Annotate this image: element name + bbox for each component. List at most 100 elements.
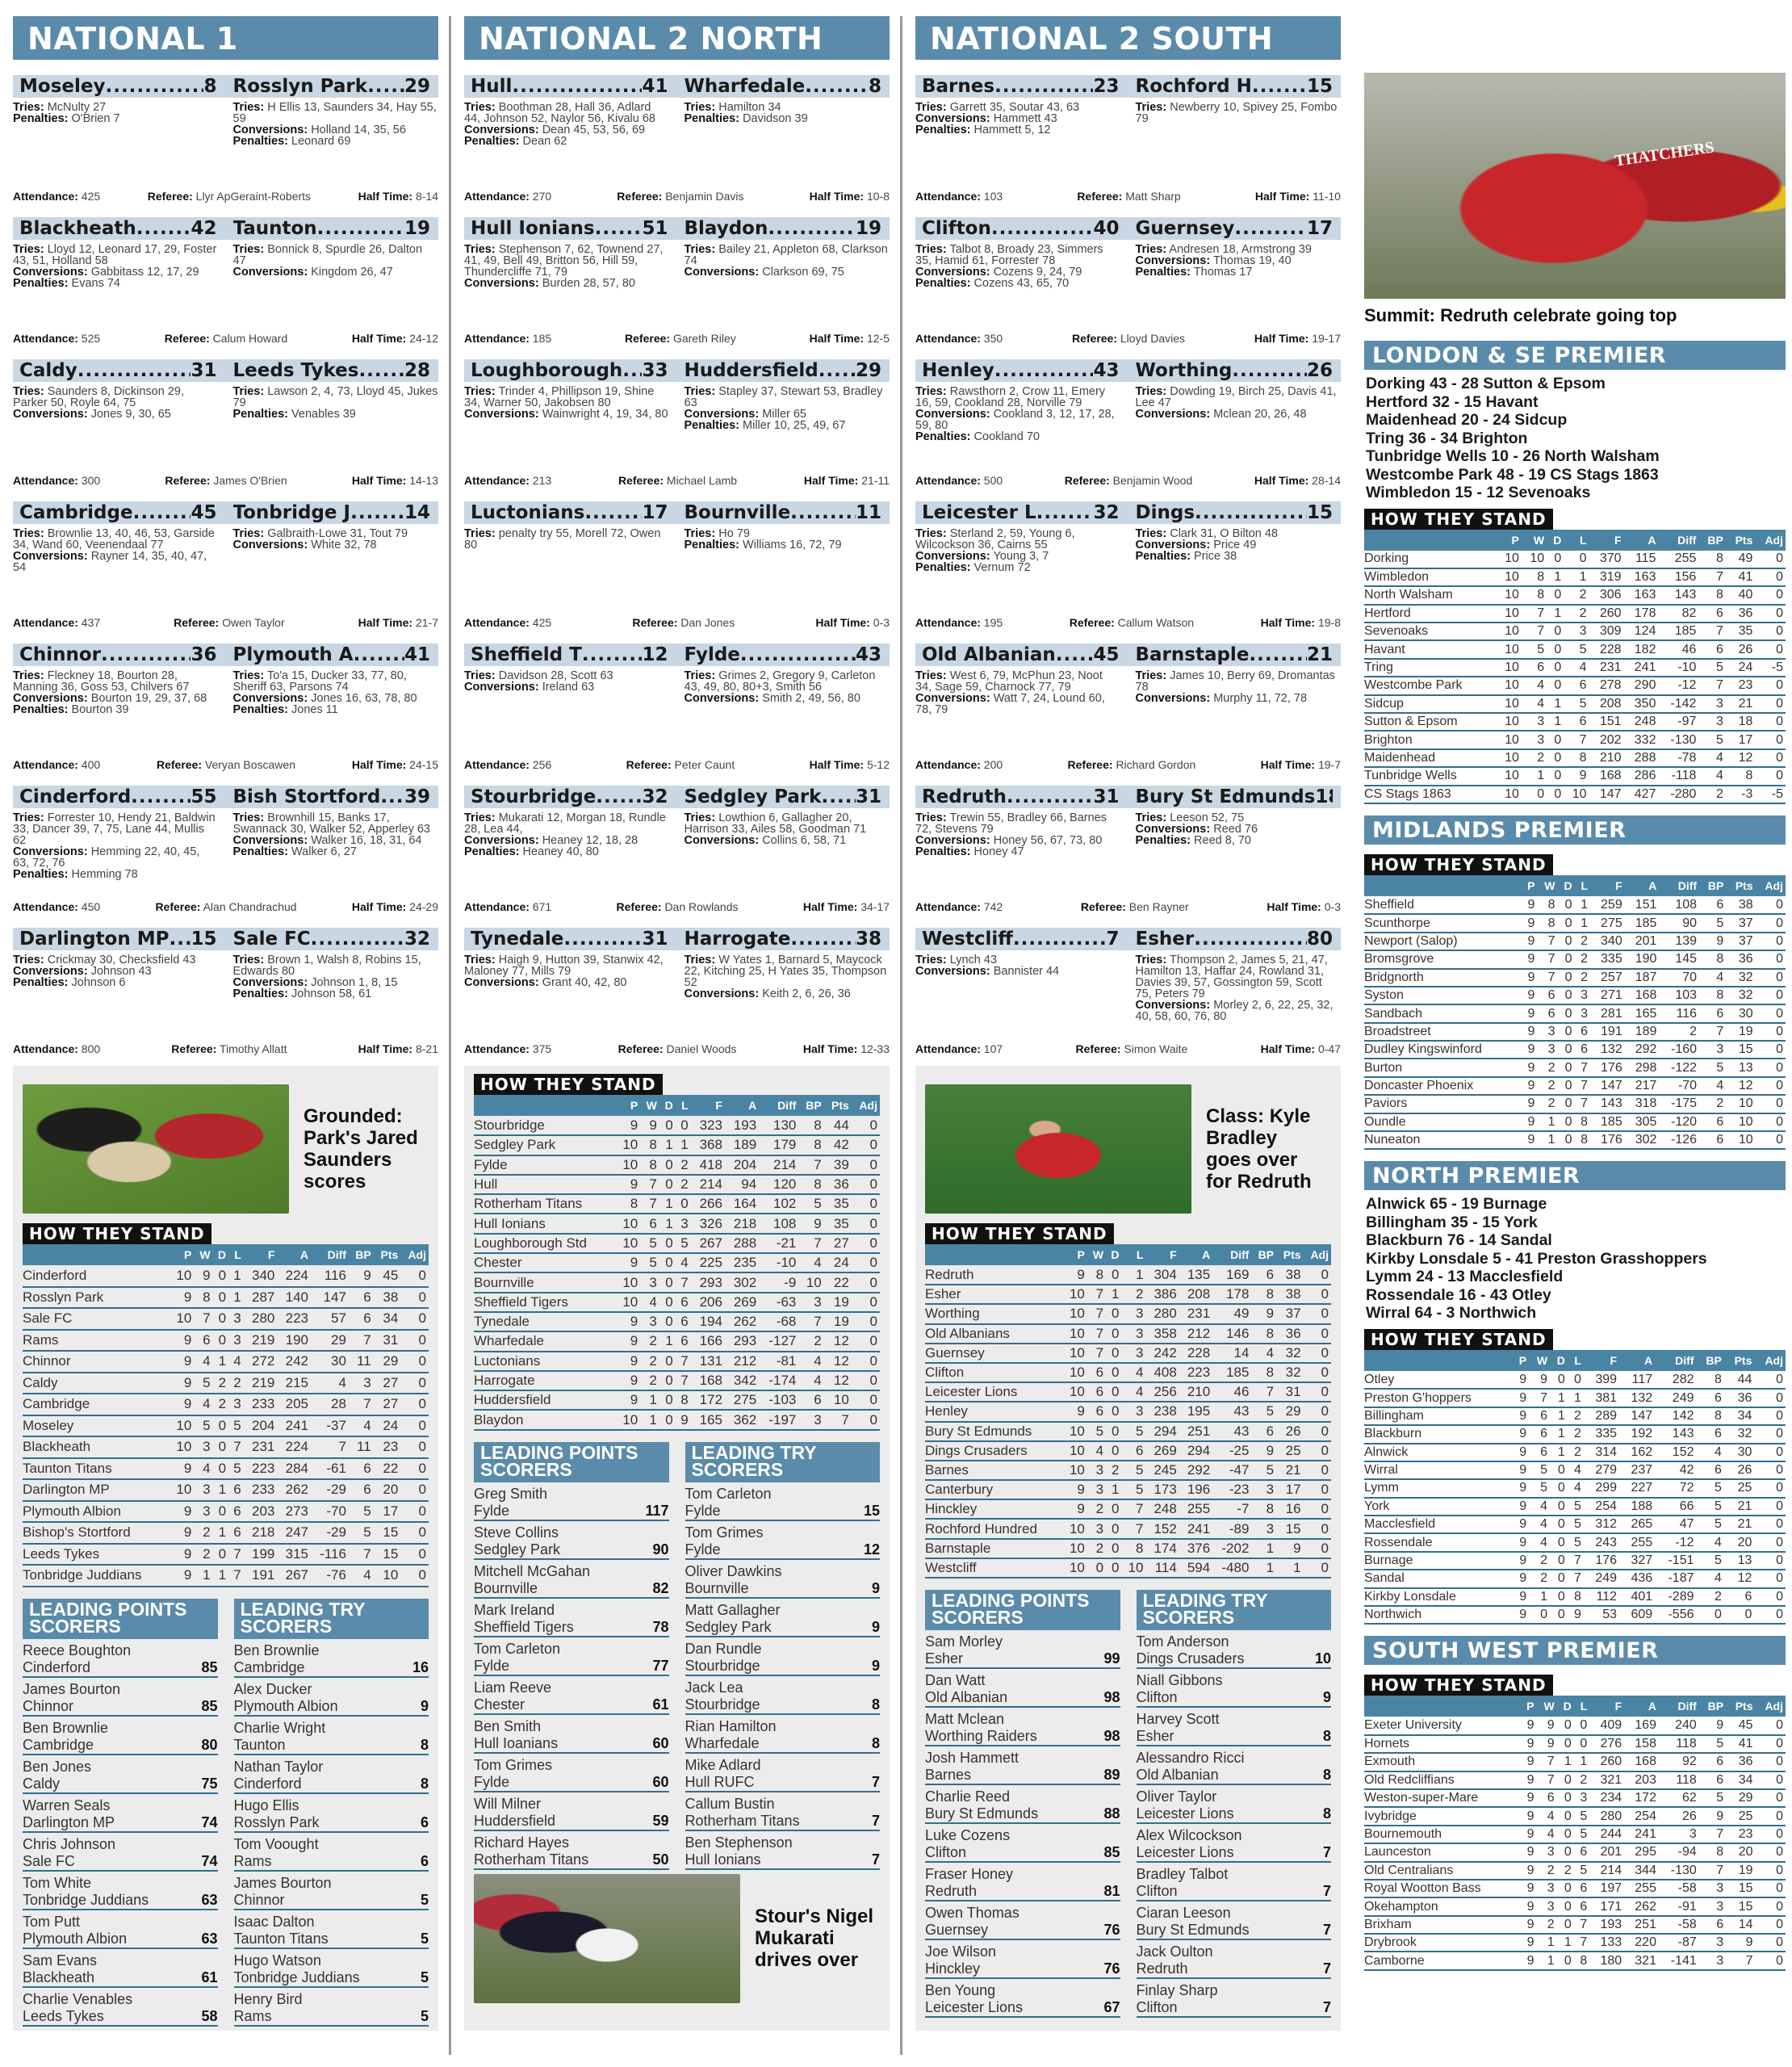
- stat-cell: 3: [1698, 1879, 1727, 1899]
- stat-cell: 10: [1496, 658, 1522, 678]
- stat-cell: 0: [1547, 586, 1564, 606]
- away-score: 29: [404, 76, 430, 97]
- photo-row: Class: Kyle Bradley goes over for Redrut…: [925, 1074, 1331, 1223]
- stat-cell: 32: [1276, 1362, 1304, 1384]
- player-name: Hugo Watson: [233, 1952, 321, 1968]
- club-name: Tonbridge Juddians: [23, 1891, 149, 1908]
- standings-table: P W D L F A Diff BP Pts Adj Dorking 10 10 0 0 370 115 255…: [1364, 529, 1786, 804]
- score-details: Brown 1, Walsh 8, Robins 15, Edwards 80: [232, 954, 421, 978]
- score-type-label: Conversions:: [464, 124, 539, 136]
- dot-leader: [805, 75, 869, 98]
- stat-cell: 4: [1536, 1807, 1557, 1826]
- score-details: Walker 16, 18, 31, 64: [311, 834, 422, 847]
- stat-cell: 321: [1624, 1952, 1659, 1971]
- match-footer: Attendance: 350 Referee: Lloyd Davies Half…: [915, 332, 1341, 345]
- stat-cell: 4: [1696, 1443, 1724, 1462]
- stat-cell: 4: [1567, 1479, 1584, 1499]
- stat-cell: 47: [1655, 1516, 1697, 1535]
- stat-cell: 6: [1573, 1897, 1590, 1917]
- stat-cell: 2: [1567, 1407, 1584, 1427]
- scorer-entry: Greg Smith Fylde 117: [474, 1482, 669, 1521]
- attendance-value: 400: [81, 758, 101, 771]
- scorer-total: 7: [871, 1812, 880, 1829]
- match-footer: Attendance: 425 Referee: Dan Jones Half Ti…: [464, 616, 890, 629]
- player-name: Tom Putt: [23, 1913, 81, 1930]
- scorer-entry: Tom Grimes Fylde 60: [474, 1754, 669, 1792]
- stat-cell: 255: [1179, 1499, 1213, 1520]
- stat-cell: 3: [1536, 1897, 1557, 1917]
- stat-cell: 1: [659, 1214, 676, 1235]
- table-row: Hull Ionians 10 6 1 3 326 218 108 9 35 0: [474, 1214, 880, 1235]
- stat-cell: 0: [1755, 1076, 1786, 1096]
- column-header: [925, 1244, 1063, 1265]
- column-header: P: [1512, 1349, 1530, 1371]
- stat-cell: 103: [1659, 986, 1700, 1006]
- score-type-label: Tries:: [13, 954, 44, 966]
- stat-cell: 5: [1251, 1460, 1277, 1482]
- table-row: Ivybridge 9 4 0 5 280 254 26 9 25 0: [1364, 1807, 1786, 1826]
- stat-cell: 0: [400, 1286, 429, 1309]
- scorers: Tries: McNulty 27 Penalties: O'Brien 7 Tri…: [13, 102, 438, 148]
- stat-cell: 1: [1106, 1285, 1122, 1306]
- away-team-name: Dings: [1135, 502, 1195, 523]
- home-scoring-line: Tries: Stephenson 7, 62, Townend 27, 41,…: [464, 244, 670, 279]
- team-name: Rotherham Titans: [474, 1194, 616, 1215]
- away-scorers: Tries: Brownhill 15, Banks 17, Swannack …: [233, 812, 439, 880]
- stat-cell: 10: [1062, 1421, 1087, 1442]
- stat-cell: 299: [1583, 1479, 1620, 1499]
- stat-cell: 10: [1496, 785, 1522, 804]
- half-time-label: Half Time:: [809, 332, 865, 345]
- stat-cell: 9: [1521, 950, 1538, 970]
- stat-cell: 10: [798, 1272, 824, 1293]
- points-scorers-list: LEADING POINTS SCORERS Reece Boughton Cind…: [23, 1598, 218, 2027]
- scorer-entry: Tom White Tonbridge Juddians 63: [23, 1872, 218, 1910]
- club-row: Chinnor 5: [234, 1892, 429, 1909]
- club-name: Chester: [474, 1696, 525, 1713]
- stat-cell: 3: [1698, 1952, 1727, 1971]
- score-type-label: Tries:: [1135, 527, 1167, 540]
- stat-cell: 1: [1521, 767, 1547, 786]
- stat-cell: 120: [759, 1174, 799, 1196]
- stat-cell: 124: [1623, 623, 1659, 642]
- table-row: Sale FC 10 7 0 3 280 223 57 6 34 0: [23, 1308, 429, 1331]
- score-type-label: Tries:: [232, 669, 265, 682]
- column-header: D: [1547, 529, 1564, 551]
- table-row: Tynedale 9 3 0 6 194 262 -68 7 19 0: [474, 1311, 880, 1333]
- national-2-south-panel: Class: Kyle Bradley goes over for Redrut…: [915, 1066, 1341, 2031]
- scorer-entry: Sam Morley Esher 99: [925, 1630, 1120, 1669]
- home-team-score: Moseley8: [19, 75, 217, 98]
- team-name: Macclesfield: [1364, 1516, 1513, 1535]
- how-they-stand-heading: HOW THEY STAND: [474, 1074, 663, 1095]
- stat-cell: 255: [1624, 1879, 1659, 1899]
- stat-cell: -151: [1655, 1551, 1697, 1571]
- stat-cell: 10: [170, 1479, 195, 1502]
- stat-cell: 152: [1655, 1443, 1697, 1462]
- team-name: Blackheath: [23, 1436, 170, 1459]
- stat-cell: 29: [1276, 1402, 1304, 1423]
- team-name: Sutton & Epsom: [1364, 713, 1497, 732]
- column-header: Diff: [759, 1095, 799, 1116]
- score-details: Jones 11: [291, 703, 338, 716]
- scorer-entry: Alessandro Ricci Old Albanian 8: [1136, 1746, 1331, 1785]
- stat-cell: 35: [823, 1194, 852, 1215]
- referee-value: Veryan Boscawen: [204, 758, 295, 771]
- stat-cell: 9: [170, 1351, 195, 1373]
- stat-cell: 4: [1698, 767, 1726, 786]
- stat-cell: 6: [1696, 1389, 1724, 1408]
- stat-cell: -130: [1658, 731, 1699, 750]
- away-score: 32: [404, 929, 430, 950]
- score-type-label: Conversions:: [232, 266, 308, 279]
- home-scorers: Tries: Crickmay 30, Checksfield 43 Conver…: [13, 954, 219, 1000]
- team-name: Hull Ionians: [474, 1214, 616, 1235]
- stat-cell: 0: [1550, 1497, 1568, 1517]
- team-name: Wirral: [1364, 1461, 1513, 1481]
- stat-cell: 0: [400, 1522, 429, 1545]
- player-name: Ben Young: [925, 1982, 996, 1998]
- stat-cell: 223: [1179, 1362, 1213, 1384]
- match-score-bar: Stourbridge32Sedgley Park31: [464, 786, 890, 808]
- scorer-total: 10: [1314, 1650, 1331, 1667]
- stat-cell: 376: [1179, 1538, 1213, 1559]
- stat-cell: 7: [640, 1174, 659, 1196]
- stat-cell: 10: [1496, 604, 1522, 624]
- stat-cell: 208: [1589, 694, 1624, 715]
